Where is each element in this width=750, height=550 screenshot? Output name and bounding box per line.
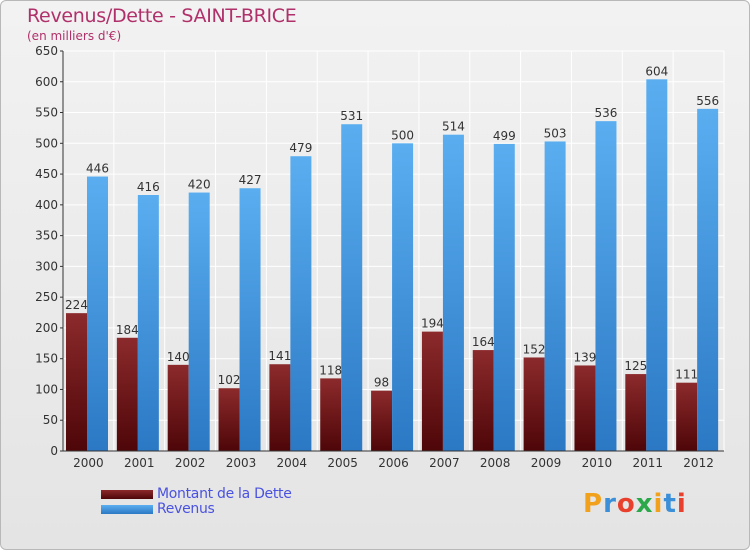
data-label-dette: 98: [374, 376, 389, 390]
y-tick-label: 650: [35, 44, 58, 58]
data-label-dette: 139: [574, 350, 597, 364]
y-tick-label: 300: [35, 259, 58, 273]
x-tick-label: 2004: [277, 456, 308, 470]
bar-dette: [167, 364, 189, 451]
y-tick-label: 400: [35, 198, 58, 212]
bar-revenus: [544, 141, 566, 451]
data-label-revenus: 556: [696, 94, 719, 108]
bar-dette: [269, 364, 291, 451]
bar-revenus: [137, 195, 159, 451]
bar-revenus: [87, 176, 108, 452]
data-label-revenus: 479: [289, 141, 312, 155]
x-tick-label: 2009: [531, 456, 562, 470]
data-label-dette: 184: [116, 323, 139, 337]
logo-letter: P: [583, 489, 604, 519]
bar-revenus: [239, 188, 261, 451]
y-tick-label: 50: [43, 413, 58, 427]
data-label-revenus: 416: [137, 180, 160, 194]
logo-letter: r: [603, 489, 617, 519]
y-tick-label: 500: [35, 136, 58, 150]
bar-dette: [371, 390, 393, 451]
bar-dette: [472, 350, 494, 451]
y-tick-label: 100: [35, 382, 58, 396]
legend-label-revenus: Revenus: [157, 501, 215, 517]
bar-dette: [625, 374, 647, 451]
bar-revenus: [188, 192, 210, 452]
data-label-revenus: 499: [493, 129, 516, 143]
bar-dette: [66, 313, 87, 451]
data-label-revenus: 514: [442, 120, 465, 134]
bar-dette: [574, 365, 596, 451]
chart-subtitle: (en milliers d'€): [27, 29, 122, 43]
bar-revenus: [290, 156, 312, 451]
data-label-revenus: 604: [645, 64, 668, 78]
logo-letter: i: [676, 489, 687, 519]
bar-revenus: [595, 121, 617, 452]
data-label-dette: 111: [675, 368, 698, 382]
data-label-dette: 224: [65, 298, 88, 312]
y-tick-label: 150: [35, 352, 58, 366]
x-tick-label: 2010: [582, 456, 613, 470]
data-label-revenus: 531: [340, 109, 363, 123]
data-label-revenus: 420: [188, 178, 211, 192]
bar-dette: [320, 378, 342, 451]
legend-swatch-dette: [101, 490, 153, 499]
y-tick-label: 600: [35, 75, 58, 89]
data-label-revenus: 503: [544, 126, 567, 140]
data-label-dette: 102: [218, 373, 241, 387]
legend-swatch-revenus: [101, 505, 153, 514]
axes: 0 50 100 150 200 250 300 350 400 450 500 550 600 650 2…: [35, 44, 724, 470]
data-label-revenus: 446: [86, 162, 109, 176]
x-tick-label: 2011: [632, 456, 663, 470]
data-label-dette: 164: [472, 335, 495, 349]
legend-label-dette: Montant de la Dette: [157, 486, 292, 502]
bar-revenus: [442, 134, 464, 451]
bar-dette: [421, 331, 443, 451]
chart-title: Revenus/Dette - SAINT-BRICE: [27, 5, 297, 27]
y-tick-label: 250: [35, 290, 58, 304]
logo-letter: t: [663, 489, 677, 519]
bars: [66, 79, 719, 452]
data-label-revenus: 500: [391, 128, 414, 142]
proxiti-logo: Proxiti: [583, 489, 687, 519]
data-label-dette: 152: [523, 342, 546, 356]
bar-dette: [218, 388, 240, 451]
bar-revenus: [646, 79, 668, 452]
bar-revenus: [493, 143, 515, 451]
x-tick-label: 2006: [378, 456, 409, 470]
x-tick-label: 2008: [480, 456, 511, 470]
x-tick-label: 2002: [175, 456, 206, 470]
logo-letter: i: [653, 489, 664, 519]
y-tick-label: 200: [35, 321, 58, 335]
data-label-dette: 118: [319, 363, 342, 377]
data-label-dette: 140: [167, 350, 190, 364]
data-label-revenus: 536: [595, 106, 618, 120]
data-labels: 224 446 184 416 140 420 102 427 141 479 118 531 98 50…: [65, 64, 719, 389]
data-label-dette: 125: [624, 359, 647, 373]
y-tick-label: 450: [35, 167, 58, 181]
bar-revenus: [697, 108, 719, 451]
bar-revenus: [392, 143, 414, 452]
x-tick-label: 2012: [683, 456, 714, 470]
x-tick-label: 2007: [429, 456, 460, 470]
y-tick-label: 550: [35, 106, 58, 120]
x-tick-label: 2000: [73, 456, 104, 470]
data-label-dette: 194: [421, 317, 444, 331]
y-tick-label: 0: [50, 444, 58, 458]
logo-letter: o: [616, 489, 636, 519]
logo-letter: x: [635, 489, 654, 519]
x-tick-label: 2005: [327, 456, 358, 470]
y-tick-label: 350: [35, 229, 58, 243]
bar-revenus: [341, 124, 363, 451]
x-tick-label: 2003: [226, 456, 257, 470]
data-label-revenus: 427: [239, 173, 262, 187]
x-tick-label: 2001: [124, 456, 155, 470]
data-label-dette: 141: [268, 349, 291, 363]
bar-dette: [116, 337, 138, 451]
bar-dette: [676, 382, 698, 451]
bar-dette: [523, 357, 545, 451]
